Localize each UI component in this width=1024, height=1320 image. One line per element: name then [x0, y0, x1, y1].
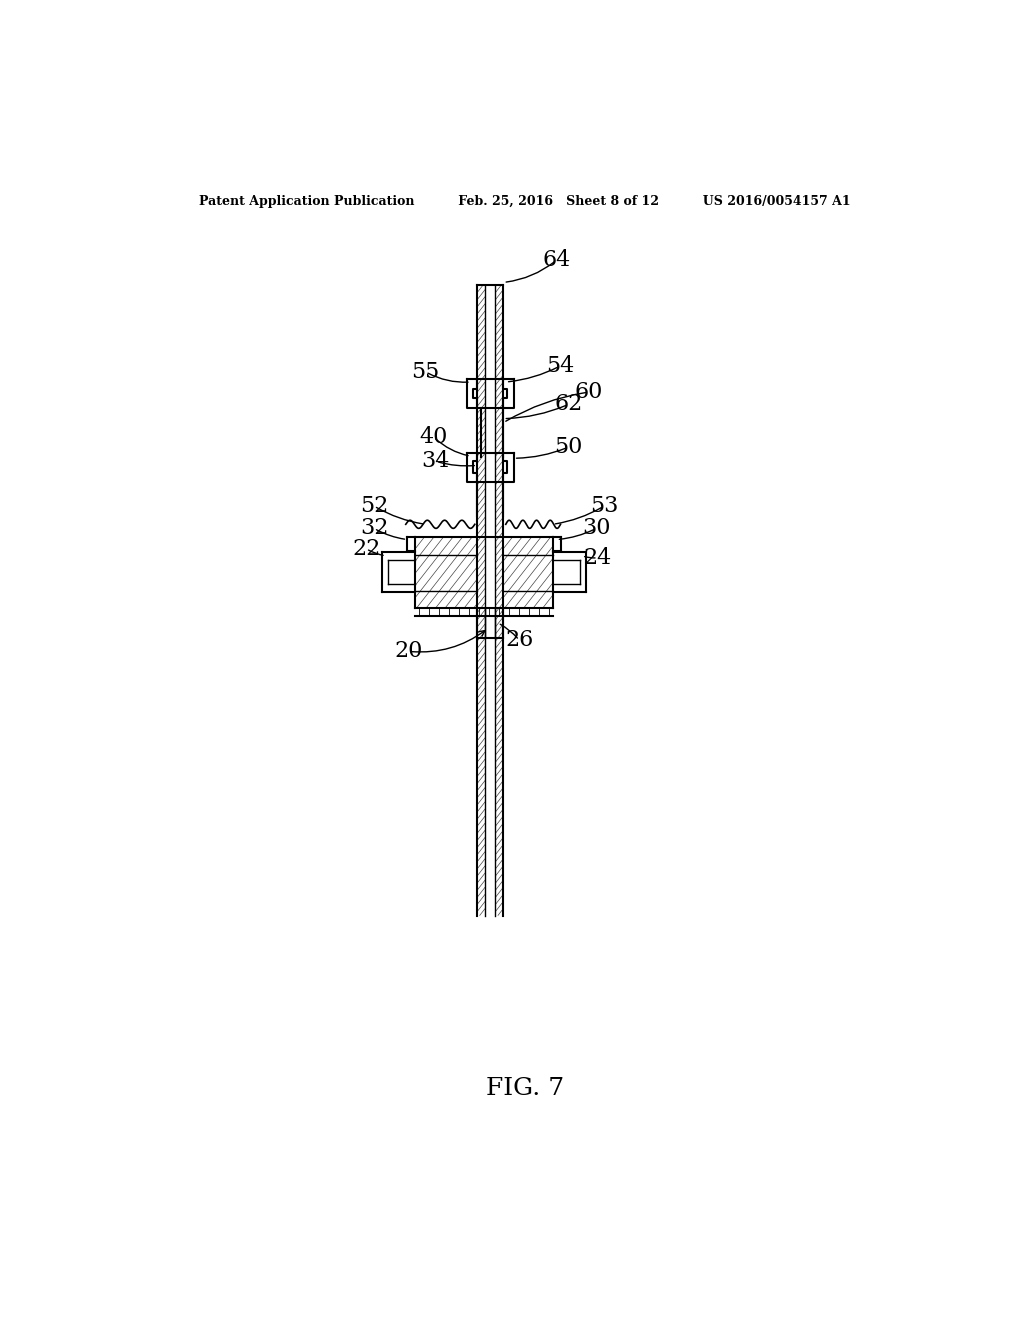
Text: 52: 52 [359, 495, 388, 517]
Text: 53: 53 [590, 495, 618, 517]
Text: 60: 60 [574, 381, 602, 403]
Text: 22: 22 [352, 537, 380, 560]
Text: 32: 32 [359, 517, 388, 540]
Text: 50: 50 [554, 436, 583, 458]
Text: 30: 30 [582, 517, 610, 540]
Text: 34: 34 [422, 450, 451, 473]
Text: 54: 54 [547, 355, 574, 376]
Text: 20: 20 [394, 640, 422, 663]
Text: 64: 64 [543, 249, 570, 271]
Text: 26: 26 [505, 630, 534, 651]
Text: 40: 40 [420, 426, 447, 447]
Text: FIG. 7: FIG. 7 [485, 1077, 564, 1100]
Text: 24: 24 [584, 546, 612, 569]
Text: Patent Application Publication          Feb. 25, 2016   Sheet 8 of 12          U: Patent Application Publication Feb. 25, … [199, 194, 851, 207]
Text: 55: 55 [412, 360, 439, 383]
Text: 62: 62 [554, 393, 583, 416]
